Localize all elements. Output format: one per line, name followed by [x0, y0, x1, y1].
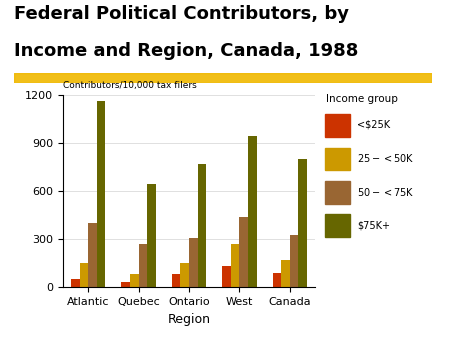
- Text: $25-<$50K: $25-<$50K: [357, 152, 414, 164]
- Bar: [290, 235, 298, 287]
- Text: Contributors/10,000 tax filers: Contributors/10,000 tax filers: [63, 80, 197, 90]
- Bar: [180, 263, 189, 287]
- Bar: [222, 266, 231, 287]
- X-axis label: Region: Region: [167, 313, 211, 325]
- Bar: [248, 137, 256, 287]
- Bar: [324, 214, 350, 237]
- Bar: [298, 159, 307, 287]
- Bar: [189, 238, 198, 287]
- Text: <$25K: <$25K: [357, 120, 391, 130]
- Bar: [324, 114, 350, 137]
- Bar: [239, 217, 248, 287]
- Bar: [80, 263, 88, 287]
- Bar: [122, 283, 130, 287]
- Bar: [97, 101, 105, 287]
- Bar: [147, 184, 156, 287]
- Text: $75K+: $75K+: [357, 220, 390, 230]
- Bar: [273, 273, 281, 287]
- Text: $50-<$75K: $50-<$75K: [357, 186, 414, 198]
- Bar: [172, 274, 180, 287]
- Bar: [88, 223, 97, 287]
- Bar: [281, 260, 290, 287]
- Bar: [324, 181, 350, 204]
- Text: Income and Region, Canada, 1988: Income and Region, Canada, 1988: [14, 42, 358, 60]
- Bar: [139, 244, 147, 287]
- Bar: [71, 279, 80, 287]
- Bar: [324, 147, 350, 170]
- Bar: [198, 164, 206, 287]
- Text: Income group: Income group: [326, 94, 398, 104]
- Bar: [130, 274, 139, 287]
- Bar: [231, 244, 239, 287]
- Text: Federal Political Contributors, by: Federal Political Contributors, by: [14, 5, 348, 23]
